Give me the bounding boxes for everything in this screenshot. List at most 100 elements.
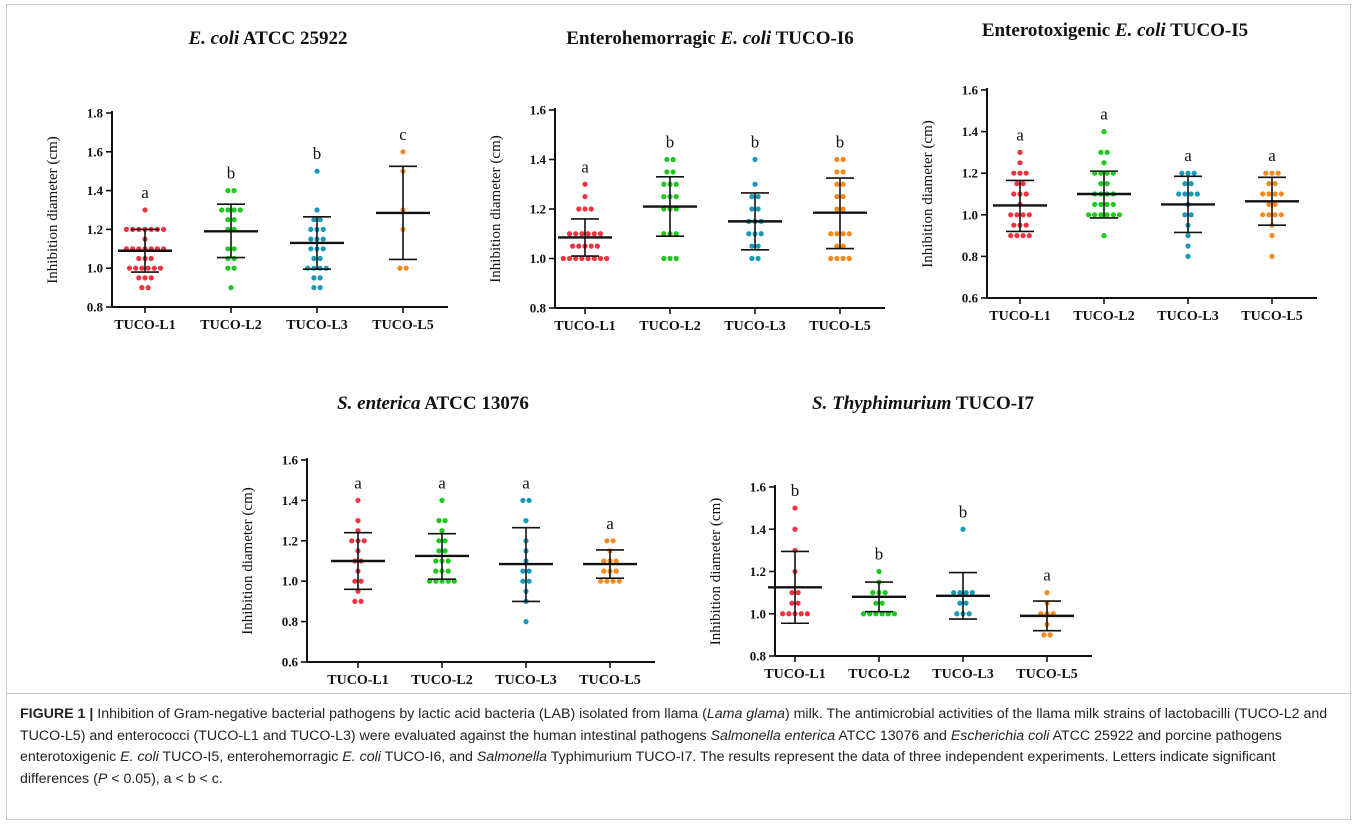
significance-letter: a	[1100, 105, 1108, 124]
caption-segment: Lama glama	[706, 706, 785, 722]
data-point-tuco-l3	[311, 255, 317, 262]
chart-ecoli-atcc-25922: E. coli ATCC 25922 Inhibition diameter (c…	[30, 20, 460, 333]
data-point-tuco-l3	[1188, 181, 1194, 187]
y-axis-label: Inhibition diameter (cm)	[488, 135, 504, 282]
data-point-tuco-l2	[891, 611, 898, 617]
data-point-tuco-l2	[231, 246, 237, 252]
significance-letter: a	[1043, 566, 1051, 585]
data-point-tuco-l2	[436, 548, 442, 554]
y-tick-label: 1.6	[87, 144, 104, 159]
data-point-tuco-l1	[148, 275, 154, 281]
data-point-tuco-l1	[795, 590, 801, 596]
y-tick-label: 1.2	[750, 564, 766, 579]
data-point-tuco-l2	[445, 558, 451, 564]
data-point-tuco-l3	[526, 568, 532, 574]
caption-segment: E. coli	[120, 749, 159, 765]
data-point-tuco-l3	[755, 243, 761, 249]
data-point-tuco-l2	[867, 611, 873, 617]
data-point-tuco-l1	[1023, 170, 1029, 176]
data-point-tuco-l3	[305, 265, 311, 271]
data-point-tuco-l2	[445, 568, 451, 574]
data-point-tuco-l5	[1269, 233, 1275, 239]
data-point-tuco-l2	[436, 538, 442, 544]
y-tick-label: 0.8	[530, 301, 547, 316]
y-tick-label: 0.8	[962, 249, 979, 264]
data-point-tuco-l3	[526, 497, 532, 503]
data-point-tuco-l5	[840, 169, 846, 175]
data-point-tuco-l2	[879, 611, 885, 617]
data-point-tuco-l3	[308, 226, 314, 232]
data-point-tuco-l3	[317, 265, 323, 271]
y-tick-label: 1.4	[530, 152, 547, 167]
data-point-tuco-l2	[1110, 212, 1116, 218]
y-tick-label: 1.0	[962, 207, 978, 222]
data-point-tuco-l2	[439, 497, 445, 503]
data-point-tuco-l5	[601, 568, 607, 574]
data-point-tuco-l1	[585, 255, 591, 262]
caption-segment: ) milk. The antimicrobial activities of …	[20, 706, 1328, 744]
data-point-tuco-l2	[873, 600, 879, 606]
data-point-tuco-l5	[1260, 191, 1266, 197]
data-point-tuco-l5	[840, 231, 846, 237]
data-point-tuco-l3	[749, 243, 755, 249]
chart-title-part: TUCO-I6	[771, 28, 854, 49]
x-category-label: TUCO-L5	[372, 318, 433, 333]
data-point-tuco-l2	[1116, 212, 1123, 218]
data-point-tuco-l2	[882, 590, 888, 596]
chart-title-part: Enterotoxigenic	[982, 20, 1115, 41]
data-point-tuco-l5	[604, 538, 610, 544]
y-tick-label: 1.4	[87, 183, 104, 198]
data-point-tuco-l5	[1269, 253, 1275, 259]
y-tick-label: 1.0	[750, 606, 766, 621]
data-point-tuco-l3	[749, 206, 755, 212]
data-point-tuco-l3	[1185, 233, 1191, 239]
x-category-label: TUCO-L3	[724, 319, 785, 334]
data-point-tuco-l1	[1011, 191, 1017, 197]
chart-title: E. coli ATCC 25922	[187, 28, 347, 49]
chart-title-part: TUCO-I5	[1166, 20, 1249, 41]
y-tick-label: 1.4	[282, 493, 299, 508]
data-point-tuco-l2	[860, 611, 867, 617]
data-point-tuco-l1	[1017, 149, 1023, 155]
data-point-tuco-l5	[400, 149, 406, 155]
data-point-tuco-l5	[834, 231, 840, 237]
data-point-tuco-l5	[1266, 212, 1272, 218]
figure-caption-lead: FIGURE 1 |	[20, 706, 94, 722]
data-point-tuco-l5	[840, 255, 846, 262]
data-point-tuco-l3	[314, 168, 320, 174]
data-point-tuco-l5	[834, 181, 840, 187]
data-point-tuco-l3	[963, 600, 969, 606]
data-point-tuco-l5	[397, 265, 403, 271]
y-axis-label: Inhibition diameter (cm)	[708, 498, 724, 645]
data-point-tuco-l3	[749, 194, 755, 200]
chart-title: Enterohemorragic E. coli TUCO-I6	[566, 28, 853, 49]
data-point-tuco-l5	[1278, 212, 1284, 218]
data-point-tuco-l2	[225, 246, 231, 252]
chart-title-part: S. enterica	[337, 393, 421, 414]
caption-segment: Typhimurium TUCO-I7. The results represe…	[20, 749, 1276, 787]
data-point-tuco-l3	[523, 619, 529, 625]
data-point-tuco-l5	[598, 578, 604, 584]
caption-segment: P	[97, 770, 108, 787]
data-point-tuco-l5	[610, 578, 616, 584]
data-point-tuco-l1	[1014, 181, 1020, 187]
significance-letter: b	[227, 164, 236, 183]
y-tick-label: 0.8	[87, 300, 104, 315]
data-point-tuco-l2	[1098, 181, 1104, 187]
data-point-tuco-l2	[1101, 233, 1107, 239]
data-point-tuco-l1	[1011, 170, 1017, 176]
data-point-tuco-l1	[582, 194, 588, 200]
significance-letter: a	[141, 183, 149, 202]
data-point-tuco-l3	[317, 217, 323, 223]
data-point-tuco-l1	[579, 231, 585, 237]
data-point-tuco-l5	[828, 255, 834, 262]
data-point-tuco-l2	[228, 285, 234, 291]
data-point-tuco-l2	[442, 538, 448, 544]
data-point-tuco-l1	[136, 275, 142, 281]
data-point-tuco-l2	[661, 194, 667, 200]
chart-title-part: ATCC 25922	[239, 28, 347, 49]
data-point-tuco-l5	[1272, 181, 1278, 187]
data-point-tuco-l1	[1020, 212, 1026, 218]
data-point-tuco-l1	[560, 255, 566, 262]
data-point-tuco-l1	[142, 207, 148, 213]
